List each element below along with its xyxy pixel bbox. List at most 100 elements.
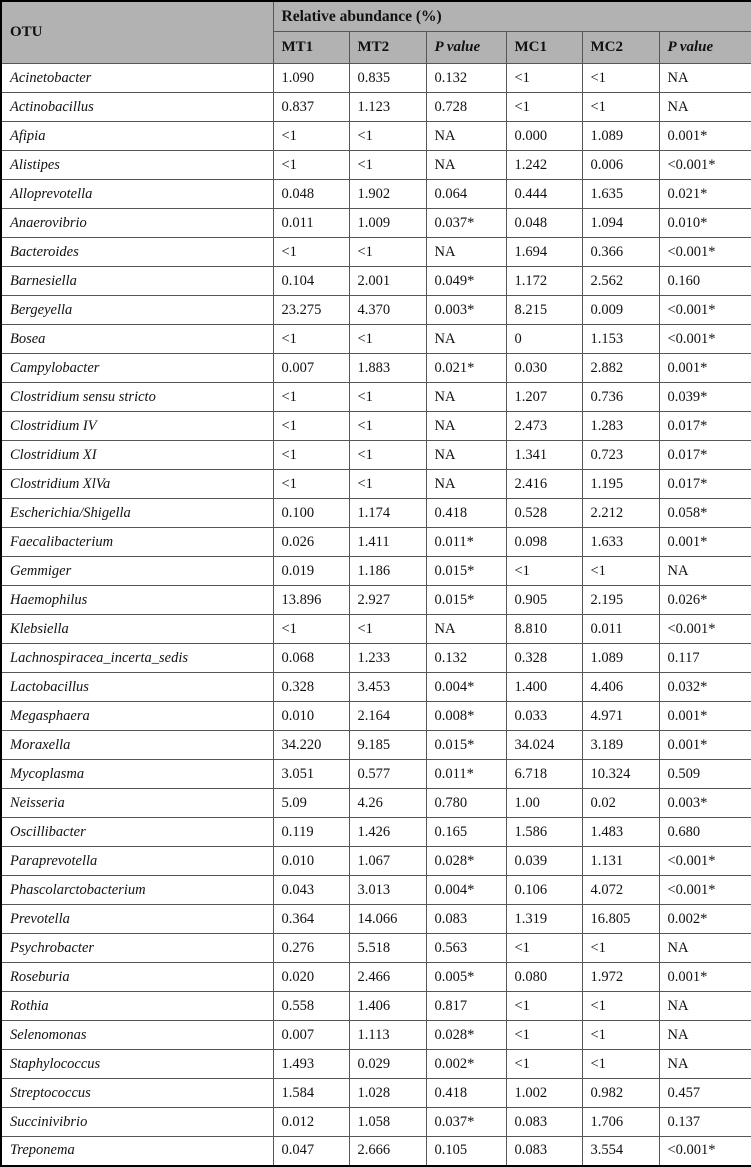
value-cell: 1.113 [348,1020,427,1050]
value-cell: <0.001* [658,614,751,644]
otu-name-cell: Clostridium sensu stricto [0,382,274,412]
otu-name-cell: Succinivibrio [0,1107,274,1137]
value-cell: NA [425,382,507,412]
value-cell: <1 [581,556,660,586]
value-cell: 2.195 [581,585,660,615]
value-cell: 0.132 [425,643,507,673]
value-cell: 1.009 [348,208,427,238]
otu-name-cell: Moraxella [0,730,274,760]
value-cell: 1.341 [505,440,583,470]
value-cell: 1.153 [581,324,660,354]
value-cell: 0.033 [505,701,583,731]
value-cell: 5.518 [348,933,427,963]
value-cell: NA [658,1020,751,1050]
table-row: Klebsiella <1 <1 NA 8.810 0.011 <0.001* [0,614,751,644]
table-row: Selenomonas 0.007 1.113 0.028* <1 <1 NA [0,1020,751,1050]
value-cell: 0.021* [425,353,507,383]
value-cell: 1.186 [348,556,427,586]
value-cell: <1 [348,382,427,412]
value-cell: 1.972 [581,962,660,992]
value-cell: 0.083 [425,904,507,934]
otu-name-cell: Oscillibacter [0,817,274,847]
table-row: Staphylococcus 1.493 0.029 0.002* <1 <1 NA [0,1049,751,1079]
value-cell: 1.028 [348,1078,427,1108]
table-row: Psychrobacter 0.276 5.518 0.563 <1 <1 NA [0,933,751,963]
value-cell: 3.554 [581,1136,660,1166]
table-row: Phascolarctobacterium 0.043 3.013 0.004* 0.1… [0,875,751,905]
value-cell: <1 [505,556,583,586]
value-cell: NA [658,63,751,93]
otu-name-cell: Treponema [0,1136,274,1166]
value-cell: <0.001* [658,237,751,267]
table-row: Treponema 0.047 2.666 0.105 0.083 3.554 <0.001… [0,1136,751,1166]
value-cell: <1 [272,324,350,354]
value-cell: 0.328 [505,643,583,673]
otu-name-cell: Clostridium IV [0,411,274,441]
table-row: Megasphaera 0.010 2.164 0.008* 0.033 4.971 0.0… [0,701,751,731]
value-cell: 0.132 [425,63,507,93]
value-cell: 1.902 [348,179,427,209]
table-row: Gemmiger 0.019 1.186 0.015* <1 <1 NA [0,556,751,586]
table-body: Acinetobacter 1.090 0.835 0.132 <1 <1 NA Actino… [0,63,751,1166]
table-row: Acinetobacter 1.090 0.835 0.132 <1 <1 NA [0,63,751,93]
value-cell: 0.048 [505,208,583,238]
value-cell: 16.805 [581,904,660,934]
value-cell: 0.418 [425,498,507,528]
value-cell: <1 [505,63,583,93]
table-row: Afipia <1 <1 NA 0.000 1.089 0.001* [0,121,751,151]
otu-name-cell: Alloprevotella [0,179,274,209]
value-cell: 0.165 [425,817,507,847]
value-cell: 5.09 [272,788,350,818]
table-row: Barnesiella 0.104 2.001 0.049* 1.172 2.562 0.1… [0,266,751,296]
table-row: Clostridium sensu stricto <1 <1 NA 1.207 0.73… [0,382,751,412]
value-cell: 0.080 [505,962,583,992]
value-cell: NA [658,556,751,586]
value-cell: 0.005* [425,962,507,992]
value-cell: 0.058* [658,498,751,528]
value-cell: 0.106 [505,875,583,905]
otu-name-cell: Bosea [0,324,274,354]
value-cell: 0.026* [658,585,751,615]
value-cell: 0.000 [505,121,583,151]
otu-name-cell: Clostridium XI [0,440,274,470]
table-row: Paraprevotella 0.010 1.067 0.028* 0.039 1.131… [0,846,751,876]
value-cell: 0.119 [272,817,350,847]
value-cell: 0.020 [272,962,350,992]
value-cell: 0.002* [425,1049,507,1079]
value-cell: 1.584 [272,1078,350,1108]
value-cell: 0.011 [272,208,350,238]
value-cell: <1 [272,237,350,267]
otu-name-cell: Psychrobacter [0,933,274,963]
value-cell: 34.024 [505,730,583,760]
value-cell: 1.483 [581,817,660,847]
value-cell: 0.366 [581,237,660,267]
value-cell: 1.694 [505,237,583,267]
value-cell: 1.207 [505,382,583,412]
value-cell: 0.563 [425,933,507,963]
value-cell: 0.02 [581,788,660,818]
value-cell: 0.015* [425,556,507,586]
value-cell: 1.633 [581,527,660,557]
value-cell: 0.723 [581,440,660,470]
value-cell: <1 [348,237,427,267]
value-cell: NA [425,614,507,644]
value-cell: 1.123 [348,92,427,122]
value-cell: 1.283 [581,411,660,441]
value-cell: 0.905 [505,585,583,615]
value-cell: <0.001* [658,295,751,325]
otu-column-header: OTU [0,0,274,64]
value-cell: 0.068 [272,643,350,673]
value-cell: 0.009 [581,295,660,325]
value-cell: 0.001* [658,353,751,383]
value-cell: 2.666 [348,1136,427,1166]
value-cell: 1.400 [505,672,583,702]
otu-name-cell: Afipia [0,121,274,151]
otu-name-cell: Escherichia/Shigella [0,498,274,528]
value-cell: 0.837 [272,92,350,122]
value-cell: <1 [272,614,350,644]
value-cell: 3.189 [581,730,660,760]
otu-name-cell: Faecalibacterium [0,527,274,557]
value-cell: 0.028* [425,1020,507,1050]
value-cell: 0.098 [505,527,583,557]
otu-name-cell: Anaerovibrio [0,208,274,238]
